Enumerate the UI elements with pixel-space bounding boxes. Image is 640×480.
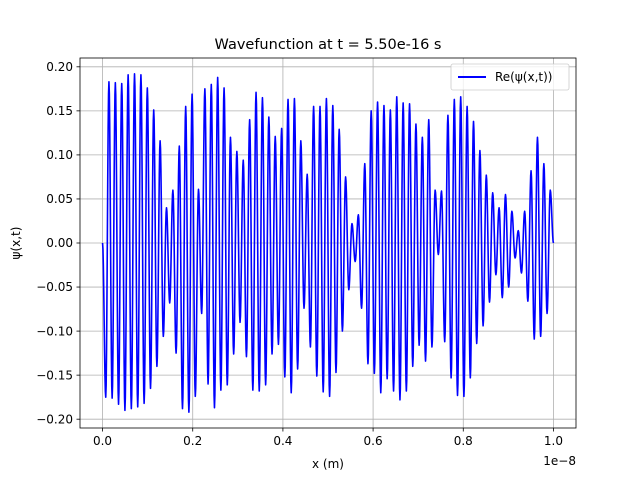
y-axis-label: ψ(x,t) (9, 227, 23, 260)
y-tick-label: 0.20 (46, 60, 73, 74)
legend-entry-label: Re(ψ(x,t)) (495, 70, 552, 84)
x-tick-label: 0.8 (454, 434, 473, 448)
x-tick-label: 0.4 (273, 434, 292, 448)
x-tick-label: 0.2 (183, 434, 202, 448)
y-tick-label: −0.10 (36, 324, 73, 338)
y-tick-label: −0.20 (36, 412, 73, 426)
y-tick-label: 0.00 (46, 236, 73, 250)
x-axis-offset-label: 1e−8 (543, 454, 576, 468)
legend: Re(ψ(x,t)) (450, 63, 570, 91)
series-layer (101, 73, 555, 413)
series-line (101, 73, 555, 413)
y-tick-label: −0.15 (36, 368, 73, 382)
x-tick-label: 0.6 (364, 434, 383, 448)
y-tick-label: −0.05 (36, 280, 73, 294)
y-tick-label: 0.05 (46, 192, 73, 206)
x-tick-label: 0.0 (93, 434, 112, 448)
legend-box (450, 63, 570, 91)
y-tick-label: 0.15 (46, 104, 73, 118)
x-tick-label: 1.0 (544, 434, 563, 448)
x-axis-label: x (m) (312, 457, 344, 471)
chart-title: Wavefunction at t = 5.50e-16 s (215, 37, 442, 53)
axis-ticks: 0.0 0.2 0.4 0.6 0.8 1.0 −0.20 −0.15 −0.10 −0.05 0.… (36, 60, 563, 448)
y-tick-label: 0.10 (46, 148, 73, 162)
